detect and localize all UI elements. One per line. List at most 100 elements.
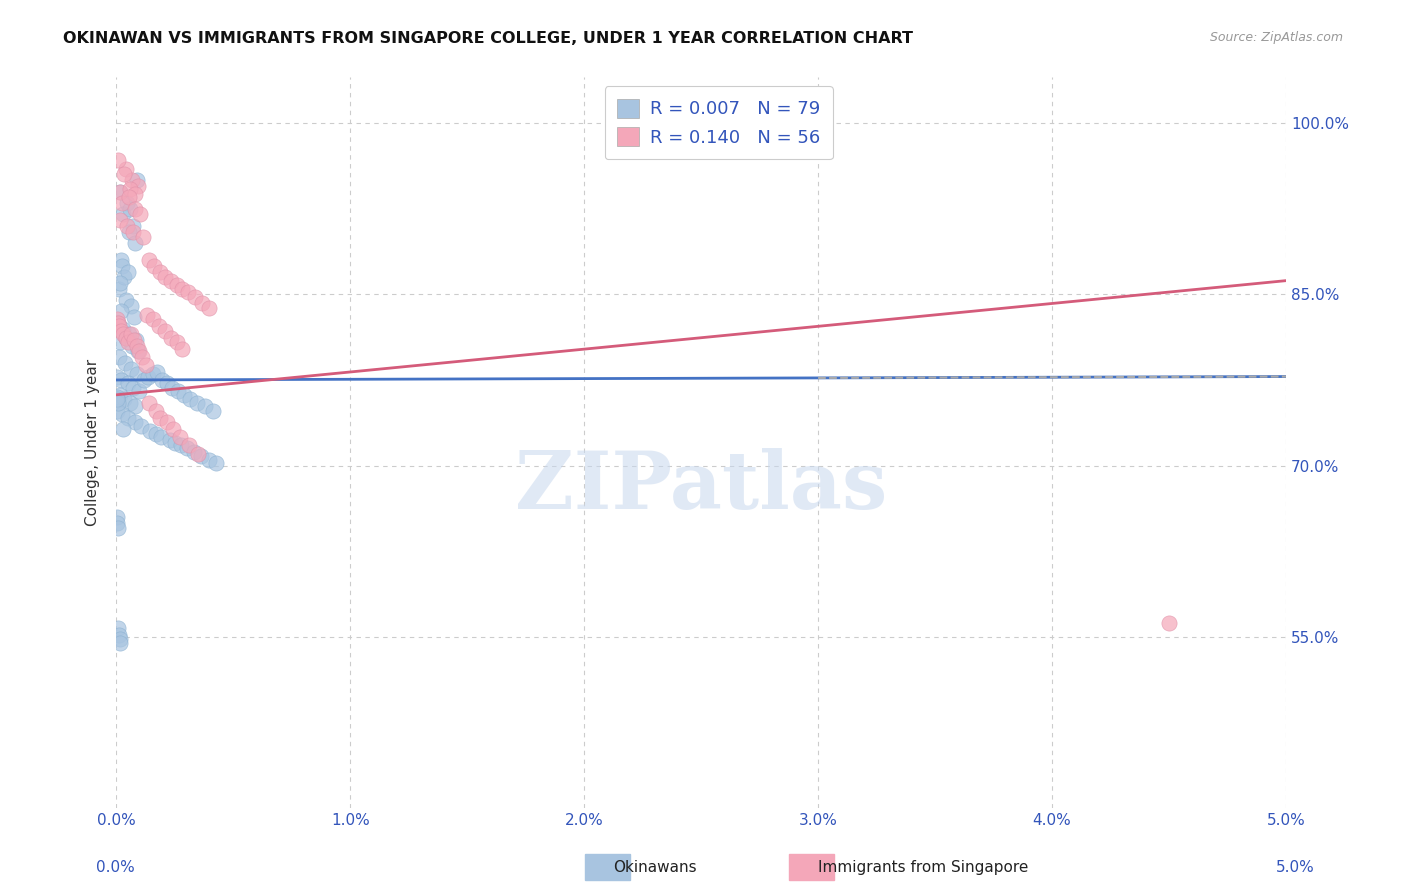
- Point: [107, 396, 129, 410]
- Point: [115, 219, 138, 233]
- Point: [108, 185, 131, 199]
- Point: [114, 356, 136, 370]
- Point: [183, 290, 205, 304]
- Point: [110, 304, 132, 318]
- Point: [128, 344, 150, 359]
- Point: [115, 161, 138, 176]
- Point: [111, 196, 134, 211]
- Point: [111, 407, 134, 421]
- Point: [124, 235, 146, 250]
- Text: ZIPatlas: ZIPatlas: [515, 448, 887, 525]
- Point: [149, 410, 172, 425]
- Point: [112, 207, 135, 221]
- Text: Source: ZipAtlas.com: Source: ZipAtlas.com: [1209, 31, 1343, 45]
- Point: [118, 190, 141, 204]
- Point: [162, 381, 184, 395]
- Point: [155, 270, 177, 285]
- Point: [197, 301, 219, 315]
- Point: [114, 168, 136, 182]
- Point: [111, 422, 134, 436]
- Point: [117, 410, 139, 425]
- Point: [107, 153, 129, 167]
- Point: [108, 213, 131, 227]
- Point: [150, 373, 173, 387]
- Point: [129, 207, 152, 221]
- Point: [169, 430, 191, 444]
- Point: [111, 259, 134, 273]
- Point: [122, 225, 145, 239]
- Point: [167, 384, 190, 399]
- Point: [105, 516, 128, 530]
- Point: [128, 344, 150, 359]
- Point: [110, 635, 132, 649]
- Legend: R = 0.007   N = 79, R = 0.140   N = 56: R = 0.007 N = 79, R = 0.140 N = 56: [605, 87, 832, 160]
- Point: [132, 230, 155, 244]
- Point: [187, 447, 209, 461]
- Point: [153, 324, 176, 338]
- Point: [166, 278, 188, 293]
- Point: [105, 404, 128, 418]
- Point: [205, 456, 228, 470]
- Point: [115, 331, 138, 345]
- Point: [1157, 616, 1180, 631]
- Point: [146, 365, 169, 379]
- Point: [125, 368, 148, 382]
- Point: [160, 274, 183, 288]
- Point: [122, 310, 145, 325]
- Point: [112, 392, 135, 407]
- Point: [122, 333, 145, 347]
- Point: [118, 396, 141, 410]
- Point: [117, 335, 139, 350]
- Point: [105, 510, 128, 524]
- Text: 5.0%: 5.0%: [1275, 860, 1315, 874]
- Point: [190, 296, 212, 310]
- Point: [121, 299, 143, 313]
- Point: [110, 335, 132, 350]
- Point: [142, 312, 165, 326]
- Point: [127, 178, 149, 193]
- Point: [141, 368, 163, 382]
- Point: [108, 319, 131, 334]
- Point: [112, 321, 135, 335]
- Point: [118, 225, 141, 239]
- Y-axis label: College, Under 1 year: College, Under 1 year: [86, 359, 100, 526]
- Point: [155, 376, 177, 391]
- Point: [120, 361, 142, 376]
- Point: [107, 621, 129, 635]
- Point: [148, 319, 170, 334]
- Point: [105, 390, 128, 404]
- Point: [138, 396, 160, 410]
- Point: [108, 388, 131, 402]
- Point: [105, 392, 128, 407]
- Point: [105, 312, 128, 326]
- Point: [139, 425, 162, 439]
- Point: [120, 327, 142, 342]
- Point: [179, 438, 201, 452]
- Point: [145, 404, 167, 418]
- Point: [108, 632, 131, 647]
- Point: [114, 293, 136, 307]
- Point: [114, 270, 136, 285]
- Point: [120, 202, 142, 216]
- Point: [107, 316, 129, 330]
- Point: [166, 335, 188, 350]
- Point: [127, 173, 149, 187]
- Text: Immigrants from Singapore: Immigrants from Singapore: [818, 860, 1029, 874]
- Point: [159, 331, 181, 345]
- Point: [198, 453, 221, 467]
- Point: [135, 308, 157, 322]
- Point: [162, 422, 184, 436]
- Point: [121, 219, 143, 233]
- Point: [118, 182, 141, 196]
- Point: [122, 381, 145, 395]
- Point: [124, 186, 146, 201]
- Point: [179, 392, 201, 407]
- Point: [115, 196, 138, 211]
- Point: [112, 327, 135, 342]
- Point: [125, 333, 148, 347]
- Point: [129, 418, 152, 433]
- Point: [136, 369, 159, 384]
- Point: [150, 430, 173, 444]
- Point: [173, 388, 195, 402]
- Point: [155, 415, 177, 429]
